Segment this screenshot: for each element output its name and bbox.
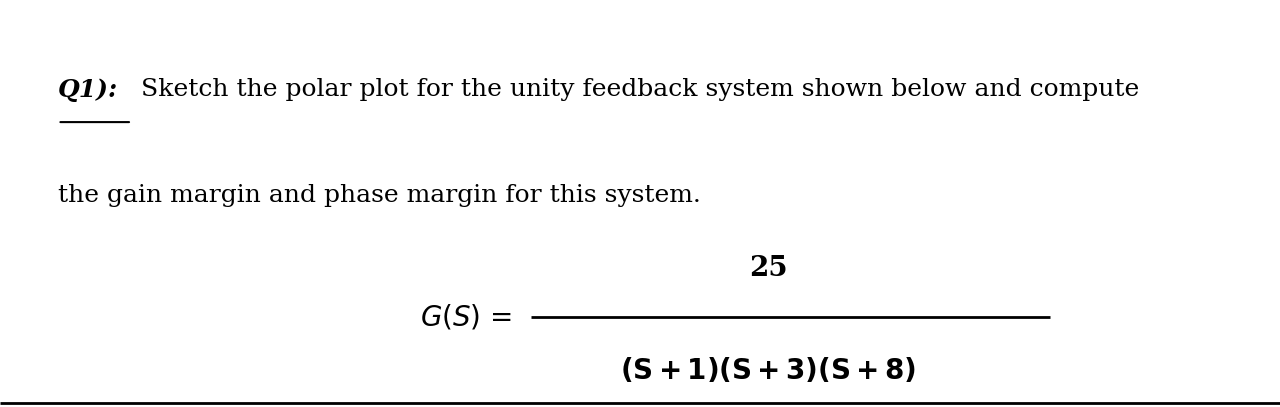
Text: the gain margin and phase margin for this system.: the gain margin and phase margin for thi… xyxy=(58,184,700,207)
Text: Sketch the polar plot for the unity feedback system shown below and compute: Sketch the polar plot for the unity feed… xyxy=(133,78,1139,101)
Text: $\mathbf{(S+1)(S+3)(S+8)}$: $\mathbf{(S+1)(S+3)(S+8)}$ xyxy=(620,356,916,385)
Text: $\mathbf{\mathit{G(S)}}$ =: $\mathbf{\mathit{G(S)}}$ = xyxy=(420,303,512,332)
Text: 25: 25 xyxy=(749,255,787,282)
Text: Q1):: Q1): xyxy=(58,78,118,101)
